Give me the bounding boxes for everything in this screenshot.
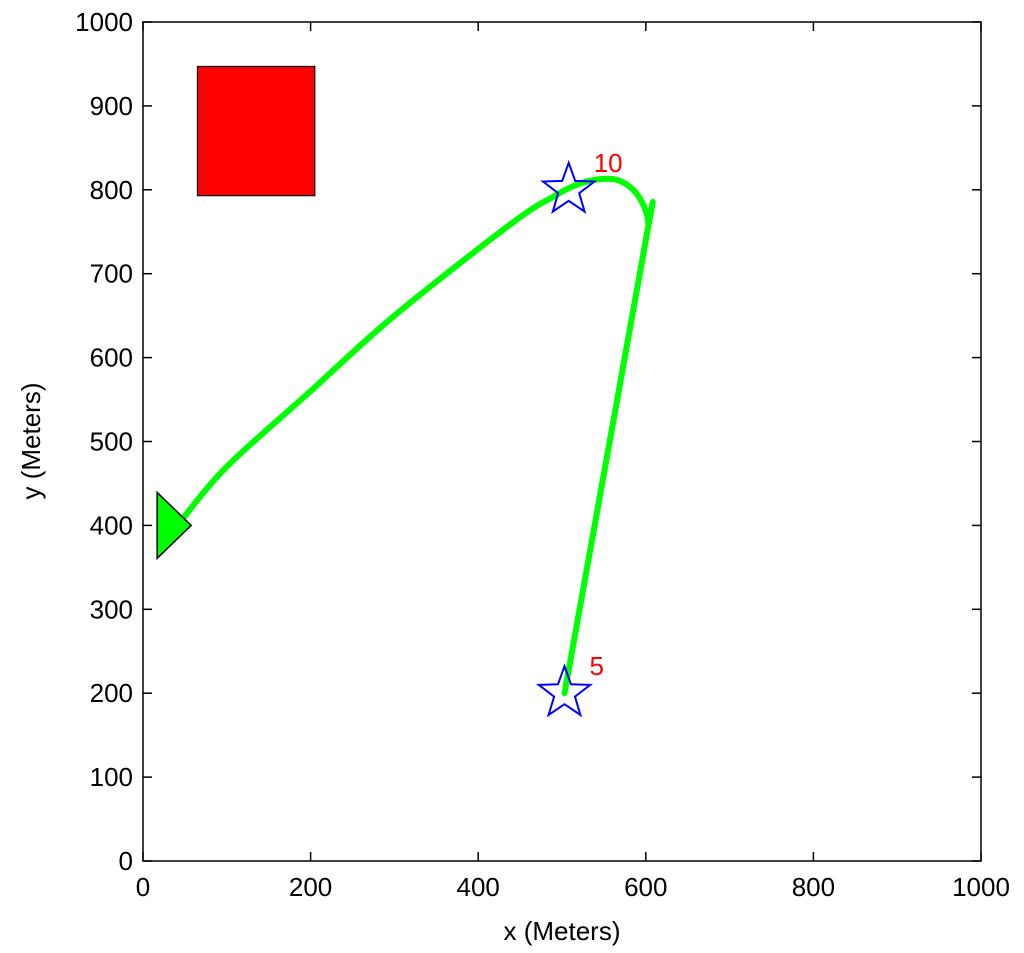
trajectory-line <box>177 175 656 697</box>
y-axis-label: y (Meters) <box>16 383 46 500</box>
y-tick-label: 800 <box>90 175 133 205</box>
vehicle-marker <box>156 490 193 561</box>
x-tick-label: 800 <box>792 872 835 902</box>
y-tick-label: 700 <box>90 259 133 289</box>
x-tick-label: 400 <box>457 872 500 902</box>
waypoint-label: 10 <box>594 148 623 178</box>
obstacle-rect <box>196 65 316 197</box>
y-tick-label: 500 <box>90 427 133 457</box>
y-tick-label: 200 <box>90 678 133 708</box>
y-tick-label: 0 <box>119 846 133 876</box>
x-tick-label: 0 <box>136 872 150 902</box>
x-tick-label: 600 <box>624 872 667 902</box>
chart-marks: 5 10 <box>156 65 656 718</box>
y-tick-label: 400 <box>90 510 133 540</box>
x-tick-label: 200 <box>289 872 332 902</box>
y-tick-label: 600 <box>90 343 133 373</box>
x-tick-label: 1000 <box>952 872 1010 902</box>
x-axis-label: x (Meters) <box>504 916 621 946</box>
y-tick-label: 100 <box>90 762 133 792</box>
waypoint-star <box>540 159 598 214</box>
waypoint-star <box>535 663 594 718</box>
y-tick-label: 300 <box>90 594 133 624</box>
y-tick-label: 1000 <box>75 7 133 37</box>
axis-ticks: 0 200 400 600 800 1000 0 100 200 300 400 500 600 700 8… <box>75 7 1010 902</box>
waypoint-label: 5 <box>590 651 604 681</box>
y-tick-label: 900 <box>90 91 133 121</box>
